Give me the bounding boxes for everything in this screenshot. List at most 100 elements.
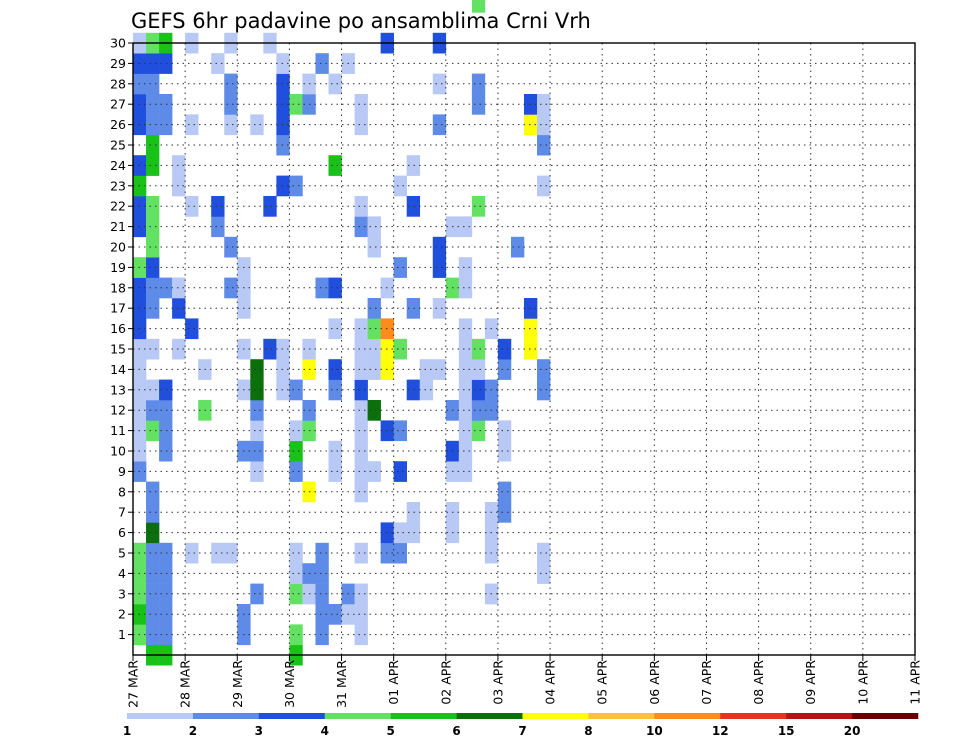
- y-tick-label: 19: [110, 260, 126, 275]
- heatmap-cell: [315, 53, 329, 74]
- colorbar-swatch: [258, 713, 326, 719]
- colorbar-label: 6: [452, 724, 460, 738]
- heatmap-cell: [537, 359, 551, 380]
- heatmap-cell: [146, 624, 160, 646]
- heatmap-cell: [432, 359, 447, 380]
- heatmap-cell: [406, 502, 421, 523]
- y-tick-label: 11: [110, 423, 126, 438]
- heatmap-cell: [537, 542, 551, 564]
- colorbar-swatch: [324, 713, 391, 719]
- heatmap-cell: [432, 298, 447, 319]
- heatmap-cell: [146, 73, 160, 95]
- x-tick-label: 28 MAR: [178, 660, 193, 708]
- colorbar-swatch: [390, 713, 457, 719]
- heatmap-cell: [146, 134, 160, 156]
- colorbar-label: 3: [255, 724, 263, 738]
- y-tick-label: 17: [110, 301, 126, 316]
- y-tick-label: 29: [110, 56, 126, 71]
- heatmap-cell: [146, 236, 160, 258]
- heatmap-cell: [159, 542, 173, 564]
- heatmap-cell: [315, 542, 329, 564]
- heatmap-cell: [367, 236, 381, 258]
- heatmap-cell: [289, 624, 303, 646]
- heatmap-cell: [458, 379, 473, 401]
- heatmap-cell: [471, 359, 486, 380]
- x-axis-ticks: 27 MAR 28 MAR 29 MAR 30 MAR 31 MAR 01 APR 02 A…: [126, 655, 923, 708]
- heatmap-cell: [315, 563, 329, 584]
- colorbar-swatch: [127, 713, 194, 719]
- heatmap-cell: [393, 461, 407, 482]
- heatmap-cell: [224, 277, 238, 299]
- heatmap-cell: [276, 175, 290, 197]
- colorbar-swatch: [522, 713, 589, 719]
- y-tick-label: 3: [118, 586, 126, 601]
- heatmap-cell: [354, 440, 368, 462]
- colorbar-label: 5: [386, 724, 394, 738]
- heatmap-cell: [524, 114, 538, 136]
- heatmap-cell: [159, 53, 173, 74]
- heatmap-cell: [276, 134, 290, 156]
- heatmap-cell: [367, 318, 381, 340]
- colorbar: 1 2 3 4 5 6 7 8 10 12 15 20: [123, 713, 919, 738]
- heatmap-cell: [393, 257, 407, 278]
- heatmap-cell: [471, 420, 486, 442]
- heatmap-cell: [406, 155, 421, 176]
- x-tick-label: 07 APR: [699, 660, 714, 705]
- heatmap-cell: [146, 583, 160, 605]
- heatmap-cell: [432, 257, 447, 278]
- heatmap-cell: [458, 440, 473, 462]
- heatmap-cell: [172, 277, 186, 299]
- heatmap-cell: [159, 583, 173, 605]
- heatmap-cell: [354, 94, 368, 115]
- y-tick-label: 13: [110, 382, 126, 397]
- heatmap-cell: [354, 216, 368, 238]
- heatmap-cell: [537, 379, 551, 401]
- heatmap-cell: [146, 338, 160, 360]
- heatmap-cell: [367, 298, 381, 319]
- heatmap-cell: [537, 114, 551, 136]
- heatmap-cell: [315, 277, 329, 299]
- heatmap-cell: [250, 379, 264, 401]
- heatmap-cell: [289, 461, 303, 482]
- colorbar-label: 10: [646, 724, 663, 738]
- y-tick-label: 30: [110, 36, 126, 51]
- heatmap-cell: [146, 522, 160, 544]
- heatmap-cell: [289, 583, 303, 605]
- y-tick-label: 22: [110, 199, 126, 214]
- heatmap-cell: [497, 440, 512, 462]
- heatmap-cell: [159, 277, 173, 299]
- heatmap-cell: [146, 604, 160, 625]
- colorbar-label: 20: [844, 724, 861, 738]
- heatmap-cell: [315, 583, 329, 605]
- heatmap-cell: [328, 440, 342, 462]
- heatmap-cell: [497, 359, 512, 380]
- heatmap-cell: [471, 94, 486, 115]
- heatmap-cell: [354, 481, 368, 503]
- heatmap-cell: [537, 563, 551, 584]
- heatmap-cell: [224, 94, 238, 115]
- heatmap-cell: [146, 53, 160, 74]
- heatmap-cell: [432, 114, 447, 136]
- colorbar-label: 2: [189, 724, 197, 738]
- heatmap-cell: [354, 420, 368, 442]
- heatmap-cell: [354, 379, 368, 401]
- heatmap-cell: [159, 379, 173, 401]
- heatmap-cell: [289, 420, 303, 442]
- heatmap-cell: [328, 277, 342, 299]
- heatmap-cell: [172, 338, 186, 360]
- heatmap-cell: [458, 338, 473, 360]
- y-tick-label: 28: [110, 76, 126, 91]
- heatmap-cell: [159, 400, 173, 421]
- x-tick-label: 08 APR: [751, 660, 766, 705]
- heatmap-cell: [159, 624, 173, 646]
- heatmap-cell: [471, 0, 486, 13]
- heatmap-cell: [159, 420, 173, 442]
- heatmap-cell: [276, 338, 290, 360]
- colorbar-swatch: [192, 713, 260, 719]
- heatmap-cell: [263, 338, 277, 360]
- heatmap-cell: [537, 134, 551, 156]
- heatmap-cell: [211, 542, 225, 564]
- heatmap-cell: [497, 502, 512, 523]
- heatmap-cell: [367, 400, 381, 421]
